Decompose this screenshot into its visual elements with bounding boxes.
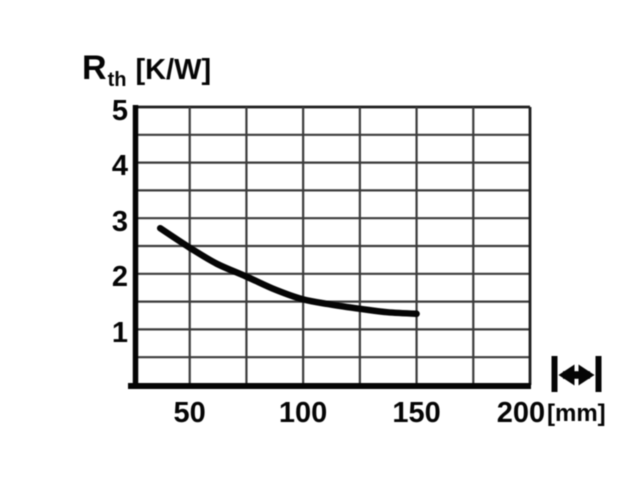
length-dimension-icon (551, 356, 602, 392)
x-tick-label: 150 (392, 397, 441, 429)
y-tick-label: 2 (111, 261, 128, 294)
y-axis-title: R th [K/W] (82, 49, 212, 91)
axes (128, 105, 531, 389)
y-axis-units: [K/W] (135, 54, 212, 86)
icon-left-bar (551, 356, 558, 392)
y-tick-label: 3 (111, 205, 128, 238)
icon-right-bar (595, 356, 602, 392)
icon-arrow-shaft (563, 371, 590, 379)
icon-arrow-head-right (578, 364, 595, 386)
y-tick-label: 5 (111, 94, 128, 127)
quantity-subscript: th (107, 69, 127, 91)
rth-curve (156, 224, 420, 318)
x-tick-label: 100 (278, 397, 328, 429)
icon-arrow-head-left (558, 364, 575, 386)
quantity-symbol: R (82, 49, 107, 87)
y-tick-label: 4 (111, 150, 128, 183)
x-axis-unit-label: [mm] (547, 400, 606, 427)
y-tick-label: 1 (111, 316, 128, 349)
x-tick-label: 200 (496, 397, 546, 429)
x-tick-label: 50 (173, 397, 206, 429)
